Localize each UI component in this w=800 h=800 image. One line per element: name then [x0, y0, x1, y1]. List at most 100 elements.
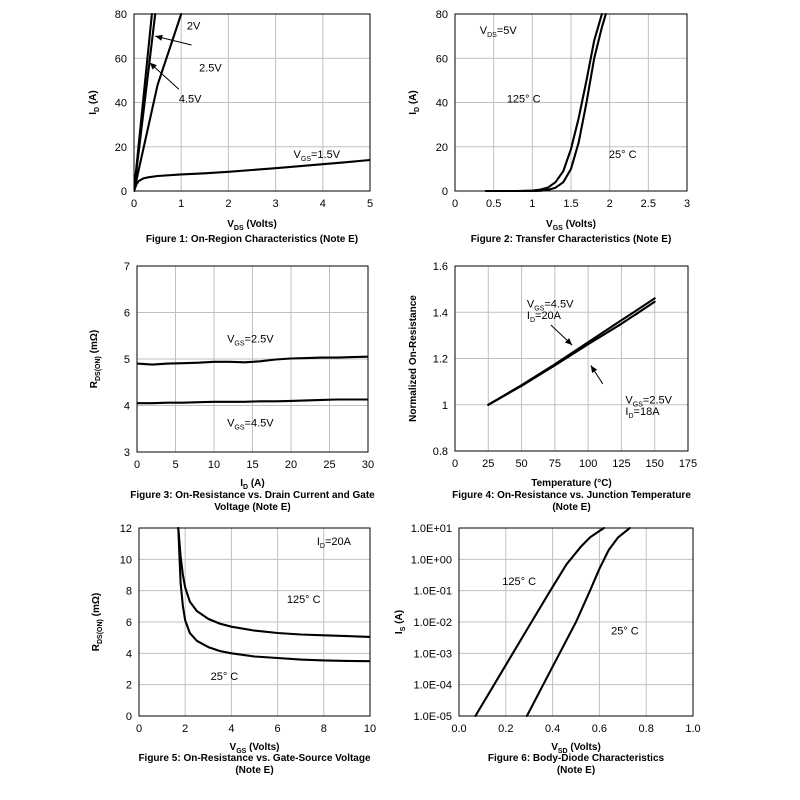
series-line-2: [484, 13, 607, 192]
x-tick-label: 100: [579, 458, 597, 470]
series-line-2: [134, 13, 183, 192]
y-axis-label: ID (A): [88, 90, 101, 115]
x-tick-label: 25: [323, 459, 335, 471]
series-annotation: VGS=2.5V: [625, 395, 672, 409]
x-tick-label: 0: [136, 723, 142, 735]
series-annotation: ID=20A: [527, 310, 562, 324]
figure-caption: Figure 1: On-Region Characteristics (Not…: [146, 234, 358, 245]
y-tick-label: 1: [442, 400, 448, 412]
x-tick-label: 6: [275, 723, 281, 735]
series-line-1: [487, 297, 656, 406]
series-annotation: 2.5V: [199, 63, 222, 75]
x-tick-label: 75: [549, 458, 561, 470]
y-tick-label: 1.6: [433, 261, 448, 273]
y-axis-label: IS (A): [394, 610, 407, 634]
y-tick-label: 1.0E-03: [413, 648, 452, 660]
x-axis-label: VDS (Volts): [227, 219, 277, 232]
series-line-1: [474, 527, 606, 717]
series-annotation: 25° C: [211, 671, 239, 683]
y-tick-label: 1.0E+00: [411, 554, 452, 566]
chart-3: 0 5 10 15 20 25 30 3 4 5 6 7 ID (A) RDS(ON) (mΩ) Figur…: [89, 261, 375, 513]
y-tick-label: 2: [126, 680, 132, 692]
x-tick-label: 8: [321, 723, 327, 735]
y-tick-label: 0: [442, 186, 448, 198]
series-annotation: 125° C: [502, 576, 536, 588]
series-annotation: VGS=1.5V: [294, 149, 341, 163]
y-tick-label: 4: [126, 648, 132, 660]
x-tick-label: 50: [515, 458, 527, 470]
series-annotation: ID=20A: [317, 536, 352, 550]
series-line-2: [137, 398, 368, 405]
x-tick-label: 0.8: [639, 723, 654, 735]
y-tick-label: 20: [436, 142, 448, 154]
series-annotation: 25° C: [611, 625, 639, 637]
y-tick-label: 3: [124, 447, 130, 459]
x-tick-label: 1: [178, 198, 184, 210]
y-tick-label: 1.0E-01: [413, 586, 452, 598]
series-annotation: VDS=5V: [480, 25, 518, 39]
series-line-2: [487, 300, 656, 406]
y-tick-label: 60: [436, 53, 448, 65]
chart-1: 0 1 2 3 4 5 0 20 40 60 80 VDS (Volts) ID (A) Figure 1…: [88, 9, 373, 245]
y-axis-label: RDS(ON) (mΩ): [91, 593, 104, 651]
x-tick-label: 4: [320, 198, 326, 210]
y-tick-label: 1.0E+01: [411, 523, 452, 535]
y-tick-label: 8: [126, 586, 132, 598]
x-tick-label: 2: [225, 198, 231, 210]
y-tick-label: 80: [115, 9, 127, 21]
y-tick-label: 1.0E-04: [413, 680, 452, 692]
figure-caption: Voltage (Note E): [214, 502, 290, 513]
x-tick-label: 0.4: [545, 723, 560, 735]
figure-caption: Figure 2: Transfer Characteristics (Note…: [471, 234, 672, 245]
x-tick-label: 10: [208, 459, 220, 471]
x-tick-label: 2.5: [641, 198, 656, 210]
x-tick-label: 0.6: [592, 723, 607, 735]
x-tick-label: 2: [607, 198, 613, 210]
x-tick-label: 1.5: [563, 198, 578, 210]
series-line-2: [177, 527, 370, 663]
series-annotation: VGS=4.5V: [227, 417, 274, 431]
x-axis-label: VSD (Volts): [551, 742, 601, 755]
figure-caption: Figure 3: On-Resistance vs. Drain Curren…: [130, 490, 375, 501]
arrow-head: [565, 338, 573, 346]
x-tick-label: 0: [452, 198, 458, 210]
series-annotation: 2V: [187, 20, 201, 32]
y-tick-label: 60: [115, 53, 127, 65]
plot-frame: [454, 13, 688, 192]
x-tick-label: 0.5: [486, 198, 501, 210]
x-tick-label: 0.0: [451, 723, 466, 735]
y-tick-label: 4: [124, 401, 130, 413]
x-tick-label: 175: [679, 458, 697, 470]
y-tick-label: 80: [436, 9, 448, 21]
y-tick-label: 0: [126, 711, 132, 723]
x-tick-label: 25: [482, 458, 494, 470]
x-tick-label: 4: [228, 723, 234, 735]
series-annotation: 4.5V: [179, 94, 202, 106]
series-annotation: 25° C: [609, 149, 637, 161]
plot-frame: [136, 265, 369, 453]
series-annotation: VGS=4.5V: [527, 299, 574, 313]
x-tick-label: 15: [246, 459, 258, 471]
y-axis-label: RDS(ON) (mΩ): [89, 330, 102, 388]
x-tick-label: 0: [134, 459, 140, 471]
x-tick-label: 30: [362, 459, 374, 471]
x-tick-label: 2: [182, 723, 188, 735]
series-annotation: VGS=2.5V: [227, 334, 274, 348]
series-line-1: [134, 158, 370, 192]
x-tick-label: 10: [364, 723, 376, 735]
plot-frame: [133, 13, 371, 192]
y-tick-label: 1.2: [433, 354, 448, 366]
chart-4: 0 25 50 75 100 125 150 175 0.8 1 1.2 1.4 1.6 Temperat…: [408, 261, 697, 513]
y-tick-label: 6: [124, 308, 130, 320]
x-tick-label: 150: [646, 458, 664, 470]
arrow-head: [590, 365, 598, 373]
y-axis-label: Normalized On-Resistance: [408, 295, 419, 422]
figure-caption: Figure 6: Body-Diode Characteristics: [488, 753, 665, 764]
x-tick-label: 0: [131, 198, 137, 210]
plot-frame: [458, 527, 694, 717]
x-axis-label: ID (A): [240, 478, 265, 491]
y-tick-label: 7: [124, 261, 130, 273]
chart-5: 0 2 4 6 8 10 0 2 4 6 8 10 12 VGS (Volts) RDS(ON) (mΩ) F…: [91, 523, 376, 776]
chart-6: 0.0 0.2 0.4 0.6 0.8 1.0 1.0E-05 1.0E-04 1.0E-03 1…: [394, 523, 701, 776]
y-axis-label: ID (A): [408, 90, 421, 115]
